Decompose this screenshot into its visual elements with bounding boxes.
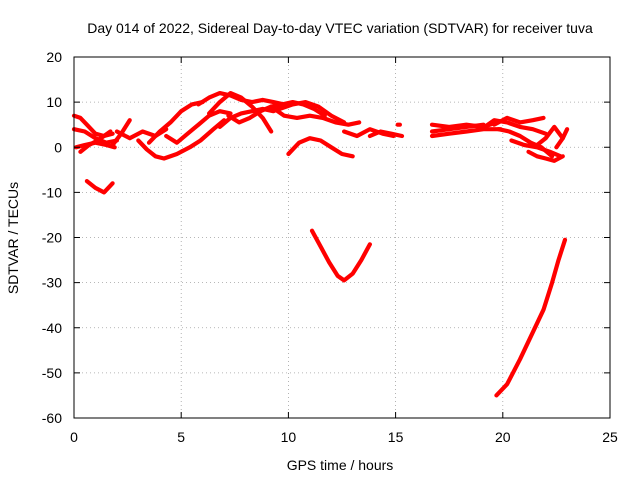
series-line-arc-17	[286, 136, 355, 159]
y-tick-label: -10	[42, 184, 62, 200]
x-tick-label: 25	[602, 429, 618, 445]
axis-ticks: 0 5 10 15 20 25 -60 -50 -40 -30 -20 -10 0 10 20	[42, 49, 618, 445]
series-line-arc-20	[309, 228, 372, 283]
y-tick-label: -50	[42, 365, 62, 381]
series-line-arc-25	[479, 118, 548, 136]
series-line-arc-23	[429, 127, 503, 139]
series-line-arc-09	[164, 109, 233, 145]
y-tick-label: -30	[42, 275, 62, 291]
series-line-arc-04	[78, 129, 113, 154]
chart-title: Day 014 of 2022, Sidereal Day-to-day VTE…	[87, 20, 593, 36]
data-traces	[71, 90, 570, 398]
x-tick-label: 15	[388, 429, 404, 445]
grid	[74, 57, 610, 418]
series-line-arc-15	[269, 104, 362, 127]
y-tick-label: -60	[42, 410, 62, 426]
series-line-arc-14	[226, 99, 327, 125]
series-line-arc-28	[509, 138, 563, 159]
series-line-arc-29	[534, 124, 565, 148]
y-tick-label: 10	[46, 94, 62, 110]
y-axis-label: SDTVAR / TECUs	[5, 182, 21, 294]
series-line-arc-32	[494, 237, 568, 398]
x-tick-label: 10	[281, 429, 297, 445]
y-tick-label: 20	[46, 49, 62, 65]
series-line-arc-24	[429, 122, 486, 134]
series-line-arc-05	[84, 179, 115, 195]
x-axis-label: GPS time / hours	[287, 457, 394, 473]
series-line-arc-30	[526, 149, 565, 163]
y-tick-label: -40	[42, 320, 62, 336]
series-line-arc-26	[492, 115, 546, 127]
series-line-arc-31	[554, 127, 570, 150]
series-line-arc-02	[71, 127, 120, 145]
x-tick-label: 5	[177, 429, 185, 445]
series-line-arc-19	[367, 129, 405, 139]
x-tick-label: 0	[70, 429, 78, 445]
series-line-arc-12	[207, 90, 274, 134]
x-tick-label: 20	[495, 429, 511, 445]
series-line-arc-08	[136, 118, 227, 161]
y-tick-label: 0	[54, 139, 62, 155]
y-tick-label: -20	[42, 230, 62, 246]
series-line-arc-10	[146, 99, 205, 145]
series-line-arc-16	[277, 99, 347, 125]
